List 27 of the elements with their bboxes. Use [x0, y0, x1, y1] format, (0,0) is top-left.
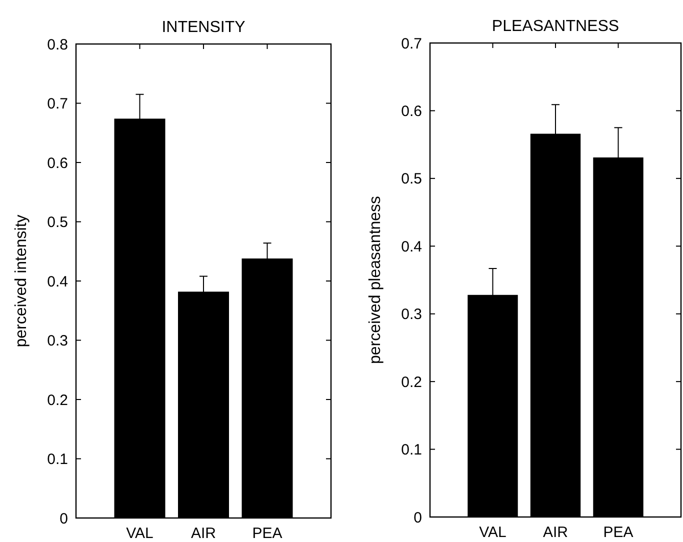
y-tick-label: 0.2 [47, 392, 68, 409]
y-tick-label: 0.5 [401, 170, 422, 188]
y-tick-label: 0.3 [47, 332, 68, 350]
y-tick-label: 0.6 [47, 154, 68, 172]
x-tick-label: AIR [542, 524, 568, 541]
y-tick-label: 0.3 [401, 306, 422, 324]
y-tick-label: 0.1 [401, 442, 422, 459]
chart-title: INTENSITY [162, 19, 246, 36]
chart-title: PLEASANTNESS [492, 18, 620, 35]
y-tick-label: 0.5 [47, 214, 68, 231]
y-tick-label: 0.7 [47, 96, 68, 112]
x-tick-label: VAL [479, 524, 506, 541]
x-tick-label: PEA [252, 525, 282, 542]
y-tick-label: 0.1 [47, 451, 68, 468]
y-tick-label: 0.8 [47, 36, 68, 54]
x-tick-label: VAL [126, 525, 154, 542]
y-tick-label: 0 [60, 510, 68, 528]
y-tick-label: 0.4 [401, 238, 422, 256]
y-axis-title: perceived intensity [13, 214, 30, 348]
y-tick-label: 0.2 [401, 374, 422, 391]
x-tick-label: PEA [603, 524, 634, 541]
x-tick-label: AIR [190, 525, 216, 542]
y-axis-title: perceived pleasantness [367, 196, 384, 364]
y-tick-label: 0.7 [401, 35, 422, 52]
y-tick-label: 0.4 [47, 273, 68, 290]
y-tick-label: 0.6 [401, 102, 422, 120]
y-tick-label: 0 [414, 509, 422, 526]
